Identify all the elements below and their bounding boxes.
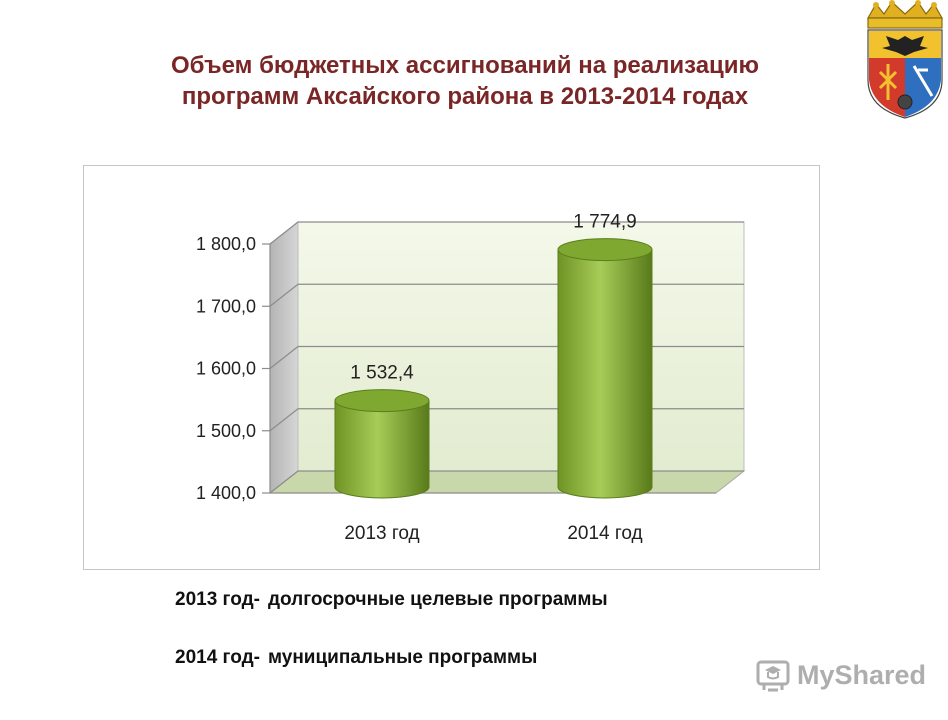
bar-cylinder-body — [334, 400, 430, 499]
y-tick-label: 1 600,0 — [196, 359, 256, 379]
x-category-label: 2014 год — [567, 523, 642, 544]
slide-title: Объем бюджетных ассигнований на реализац… — [90, 50, 840, 112]
note-2013-text: долгосрочные целевые программы — [267, 589, 608, 610]
note-2014-year: 2014 год- — [175, 647, 260, 668]
note-2014-text: муниципальные программы — [267, 647, 538, 668]
watermark: MyShared — [755, 657, 926, 693]
note-2013: 2013 год-долгосрочные целевые программы — [175, 589, 608, 611]
bar-cylinder-top — [557, 238, 653, 262]
y-tick-label: 1 400,0 — [196, 483, 256, 503]
bar-data-label: 1 532,4 — [350, 363, 414, 384]
slide-title-line-2: программ Аксайского района в 2013-2014 г… — [181, 83, 749, 110]
x-category-label: 2013 год — [344, 523, 419, 544]
bar-cylinder-body — [557, 249, 653, 499]
chart-frame: 1 400,0 1 500,0 1 600,0 1 700,0 1 800,0 1 532… — [83, 165, 820, 570]
y-tick-label: 1 800,0 — [196, 234, 256, 254]
y-tick-label: 1 700,0 — [196, 296, 256, 316]
mortarboard-icon — [756, 660, 790, 692]
coat-of-arms-icon — [866, 0, 944, 119]
bar-cylinder-top — [334, 389, 430, 413]
y-tick-label: 1 500,0 — [196, 421, 256, 441]
bar-chart: 1 400,0 1 500,0 1 600,0 1 700,0 1 800,0 1 532… — [196, 212, 746, 544]
slide-title-line-1: Объем бюджетных ассигнований на реализац… — [170, 52, 760, 79]
gridline — [269, 221, 744, 245]
note-2014: 2014 год-муниципальные программы — [175, 647, 537, 669]
note-2013-year: 2013 год- — [175, 589, 260, 610]
watermark-text: MyShared — [797, 659, 927, 690]
bar-data-label: 1 774,9 — [573, 212, 636, 233]
